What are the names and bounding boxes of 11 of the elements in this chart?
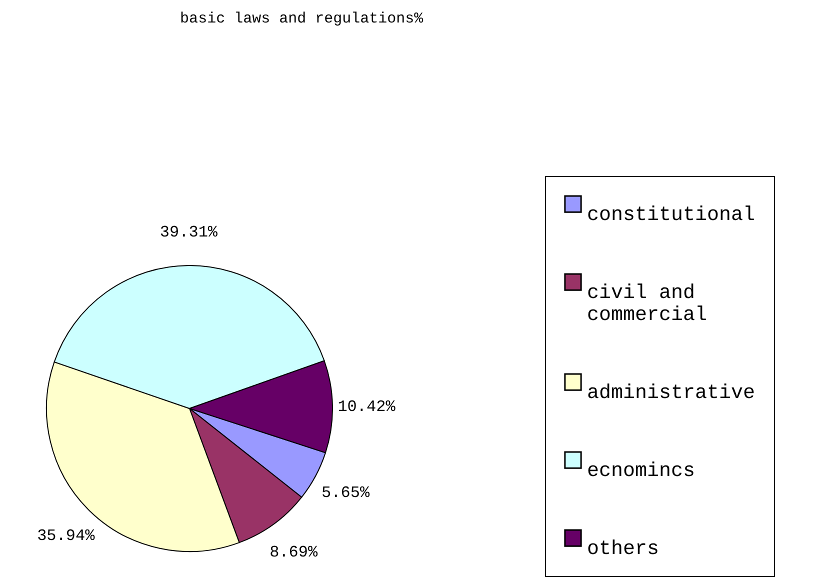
chart-title: basic laws and regulations% [180, 10, 424, 28]
legend-label: others [587, 538, 660, 561]
data-label: 10.42% [338, 398, 396, 416]
data-label: 8.69% [270, 544, 318, 562]
data-label: 5.65% [322, 484, 370, 502]
legend-label: administrative [587, 382, 756, 405]
legend-label: civil and commercial [587, 282, 708, 327]
data-label: 39.31% [160, 224, 218, 242]
data-label: 35.94% [37, 527, 96, 546]
legend-label: ecnomincs [587, 460, 696, 483]
legend-label: constitutional [587, 204, 756, 227]
